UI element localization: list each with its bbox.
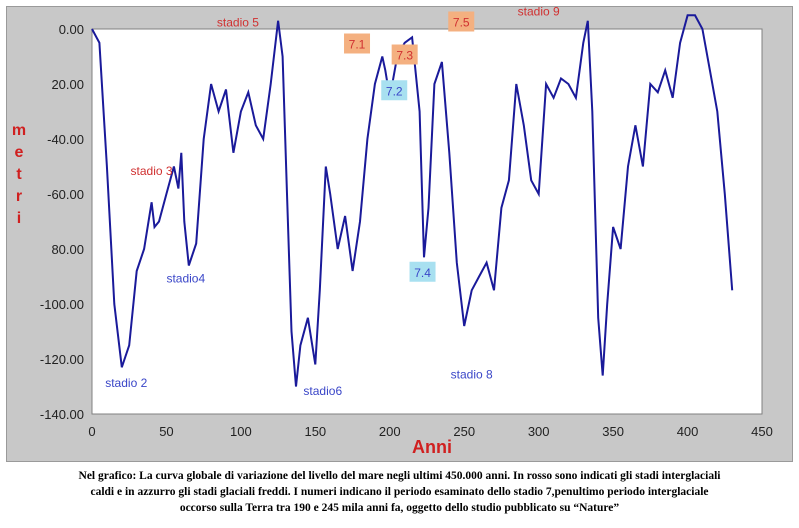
x-tick-labels: 0 50 100 150 200 250 300 350 400 450 <box>88 424 772 439</box>
stage-label: 7.1 <box>349 38 366 52</box>
figure-caption: Nel grafico: La curva globale di variazi… <box>0 468 799 516</box>
stage-label-box <box>409 261 436 282</box>
y-tick-label: 20.00 <box>51 77 84 92</box>
x-tick-label: 0 <box>88 424 95 439</box>
stage-label: stadio 8 <box>451 368 493 382</box>
stage-label: stadio 3 <box>131 164 173 178</box>
y-tick-label: -120.00 <box>40 352 84 367</box>
stage-label: stadio4 <box>166 271 205 285</box>
x-tick-label: 400 <box>677 424 699 439</box>
x-tick-label: 100 <box>230 424 252 439</box>
x-tick-label: 300 <box>528 424 550 439</box>
stage-label: 7.4 <box>414 266 431 280</box>
stage-annotations: stadio 2 stadio 3 stadio4 stadio 5 stadio6 st… <box>105 5 560 399</box>
stage-label: 7.5 <box>453 16 470 30</box>
stage-label: stadio 9 <box>518 7 560 19</box>
x-axis-label: Anni <box>412 437 452 457</box>
sea-level-chart: 0.00 20.00 -40.00 -60.00 80.00 -100.00 -120.00… <box>12 5 773 458</box>
x-tick-label: 350 <box>602 424 624 439</box>
stage-label-box <box>448 11 475 32</box>
y-tick-label: -140.00 <box>40 407 84 422</box>
stage-label: stadio 2 <box>105 376 147 390</box>
y-tick-label: -100.00 <box>40 297 84 312</box>
x-tick-label: 50 <box>159 424 173 439</box>
stage-label-box <box>381 80 408 101</box>
y-tick-labels: 0.00 20.00 -40.00 -60.00 80.00 -100.00 -120.00… <box>40 22 84 422</box>
caption-line-1: Nel grafico: La curva globale di variazi… <box>78 470 721 482</box>
x-tick-label: 450 <box>751 424 773 439</box>
stage-label: stadio 5 <box>217 16 259 30</box>
stage-label: 7.2 <box>386 84 403 98</box>
y-tick-label: 80.00 <box>51 242 84 257</box>
caption-line-2: caldi e in azzurro gli stadi glaciali fr… <box>90 486 709 498</box>
y-tick-label: -60.00 <box>47 187 84 202</box>
y-tick-label: 0.00 <box>59 22 84 37</box>
caption-line-3: occorso sulla Terra tra 190 e 245 mila a… <box>179 502 620 514</box>
stage-label: stadio6 <box>303 384 342 398</box>
stage-label: 7.3 <box>396 49 413 63</box>
x-tick-label: 200 <box>379 424 401 439</box>
stage-label-box <box>391 44 418 65</box>
stage-label-box <box>344 33 371 54</box>
chart-frame: 0.00 20.00 -40.00 -60.00 80.00 -100.00 -120.00… <box>6 5 793 462</box>
x-tick-label: 250 <box>453 424 475 439</box>
x-tick-label: 150 <box>304 424 326 439</box>
y-tick-label: -40.00 <box>47 132 84 147</box>
